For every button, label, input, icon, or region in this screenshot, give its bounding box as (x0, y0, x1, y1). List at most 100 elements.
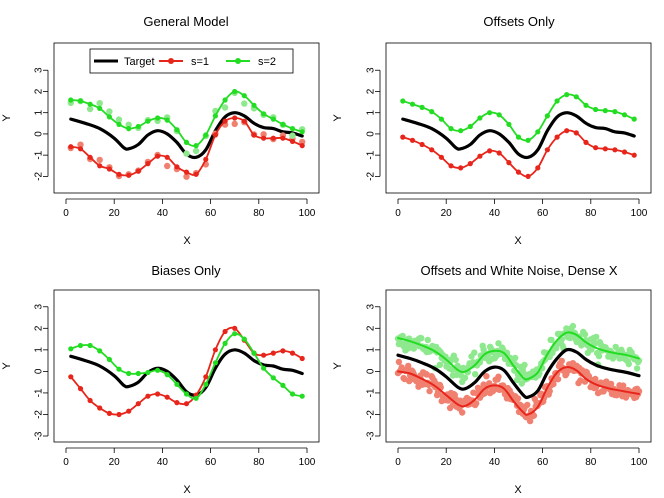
series-point (183, 139, 190, 145)
series-point (145, 161, 151, 167)
noise-point (554, 376, 562, 383)
noise-point (395, 358, 403, 366)
series-point (515, 169, 522, 175)
series-point (116, 366, 122, 372)
x-tick-label: 100 (631, 457, 648, 468)
observation-point (231, 120, 238, 128)
series-point (554, 98, 560, 104)
y-tick-label: 1 (34, 109, 45, 115)
series-point (155, 391, 161, 397)
x-tick-label: 60 (537, 457, 549, 468)
noise-point (569, 322, 577, 330)
noise-point (612, 343, 619, 351)
series-point (135, 401, 141, 407)
series-point (621, 112, 628, 118)
series-point (232, 325, 238, 331)
series-point (487, 110, 493, 116)
series-point (183, 169, 190, 175)
noise-point (473, 400, 480, 407)
observation-point (86, 105, 94, 113)
series-point (222, 340, 228, 346)
y-axis: 3 2 1 0 -1 -2 (366, 67, 381, 181)
noise-point (472, 371, 479, 378)
x-axis: 0 20 40 60 80 100 (395, 447, 648, 468)
series-point (193, 143, 199, 149)
y-tick-label: 3 (366, 304, 377, 310)
noise-point (607, 380, 615, 388)
observation-point (115, 116, 123, 123)
x-tick-label: 20 (109, 208, 121, 219)
noise-point (625, 360, 632, 368)
noise-point (459, 409, 466, 416)
series-point (77, 98, 84, 104)
x-tick-label: 80 (253, 208, 265, 219)
series-line (397, 331, 640, 381)
target-line (69, 111, 304, 160)
series-point (280, 135, 286, 141)
series-point (289, 391, 296, 397)
series-point (164, 154, 170, 160)
y-tick-label: -2 (34, 172, 45, 181)
series-point (116, 171, 122, 177)
y-axis-label: Y (332, 114, 344, 122)
noise-point (593, 333, 600, 341)
series-point (135, 123, 141, 130)
series-point (241, 336, 247, 342)
series-point (126, 408, 132, 414)
x-tick-label: 80 (253, 457, 265, 468)
panel-title: Offsets Only (483, 14, 555, 29)
series-point (97, 105, 103, 111)
series-point (222, 97, 228, 103)
series-point (116, 411, 122, 418)
series-point (106, 356, 112, 363)
series-point (593, 145, 599, 151)
series-point (203, 156, 209, 162)
x-axis-label: X (183, 235, 191, 247)
series-point (232, 331, 238, 337)
y-tick-label: -2 (366, 410, 377, 419)
noise-point (495, 340, 502, 347)
series-point (631, 116, 637, 122)
series-point (126, 126, 132, 132)
series-point (212, 132, 218, 138)
series-point (515, 134, 522, 140)
series-point (212, 347, 218, 353)
panel-offsets-only: Offsets Only X Y 0 20 40 60 80 100 3 2 1 0 -1 -2 (332, 14, 652, 247)
noise-point (436, 361, 444, 368)
x-tick-label: 100 (299, 208, 316, 219)
series-point (212, 113, 218, 119)
series-point (458, 165, 464, 171)
series-point (602, 108, 608, 114)
series-point (621, 149, 628, 155)
series-point (299, 393, 305, 399)
y-tick-label: -1 (34, 150, 45, 159)
legend: Target s=1 s=2 (89, 48, 294, 74)
x-tick-label: 40 (157, 208, 169, 219)
noise-point (548, 336, 555, 344)
series-point (270, 375, 276, 381)
panel-offsets-white-noise: Offsets and White Noise, Dense X X Y 0 20… (332, 263, 652, 496)
x-tick-label: 20 (441, 208, 453, 219)
series-point (419, 141, 425, 148)
observation-point (299, 138, 306, 146)
noise-point (514, 395, 522, 402)
series-point (583, 102, 589, 108)
y-tick-label: 0 (34, 131, 45, 137)
series-point (535, 129, 541, 135)
series-point (448, 126, 454, 132)
series-point (400, 134, 406, 140)
series-point (583, 139, 589, 145)
y-tick-label: -3 (366, 431, 377, 440)
observation-point (289, 132, 296, 139)
series-point (232, 115, 238, 121)
series-point (126, 172, 132, 178)
noise-point (581, 331, 589, 338)
series-point (135, 168, 141, 174)
series-point (87, 342, 93, 349)
series-point (145, 369, 151, 376)
series-point (77, 146, 84, 152)
series-point (183, 401, 190, 407)
series-point (203, 132, 209, 138)
series-point (193, 171, 199, 177)
